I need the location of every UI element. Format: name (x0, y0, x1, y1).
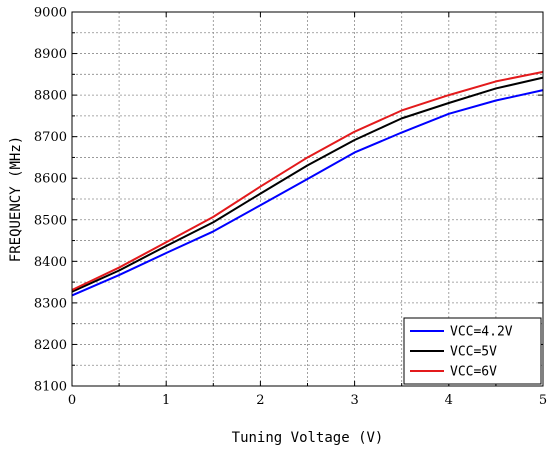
legend-label-vcc-5v: VCC=5V (450, 345, 497, 360)
legend-label-vcc-4-2v: VCC=4.2V (450, 325, 513, 340)
x-tick-label: 2 (256, 393, 264, 408)
y-tick-label: 9000 (34, 6, 67, 21)
y-tick-label: 8200 (34, 338, 67, 353)
legend-label-vcc-6v: VCC=6V (450, 365, 497, 380)
y-tick-label: 8800 (34, 89, 67, 104)
x-tick-label: 3 (350, 393, 358, 408)
series-line-vcc-4-2v (71, 89, 544, 297)
series-line-vcc-6v (71, 70, 544, 291)
y-tick-label: 8400 (34, 255, 67, 270)
x-tick-label: 0 (68, 393, 76, 408)
x-axis-label: Tuning Voltage (V) (232, 430, 384, 446)
y-axis-label: FREQUENCY (MHz) (8, 136, 24, 262)
series-lines (71, 70, 544, 297)
axis-ticks: 0 1 2 3 4 5 8100 8200 8300 8400 8500 8600 8700 8800 89… (34, 6, 547, 409)
series-line-vcc-5v (71, 76, 544, 293)
legend: VCC=4.2V VCC=5V VCC=6V (403, 317, 542, 385)
x-tick-label: 4 (445, 393, 453, 408)
y-tick-label: 8600 (34, 172, 67, 187)
x-tick-label: 5 (539, 393, 547, 408)
x-tick-label: 1 (162, 393, 170, 408)
y-tick-label: 8300 (34, 296, 67, 311)
y-tick-label: 8100 (34, 380, 67, 395)
y-tick-label: 8700 (34, 130, 67, 145)
y-tick-label: 8900 (34, 47, 67, 62)
y-tick-label: 8500 (34, 213, 67, 228)
